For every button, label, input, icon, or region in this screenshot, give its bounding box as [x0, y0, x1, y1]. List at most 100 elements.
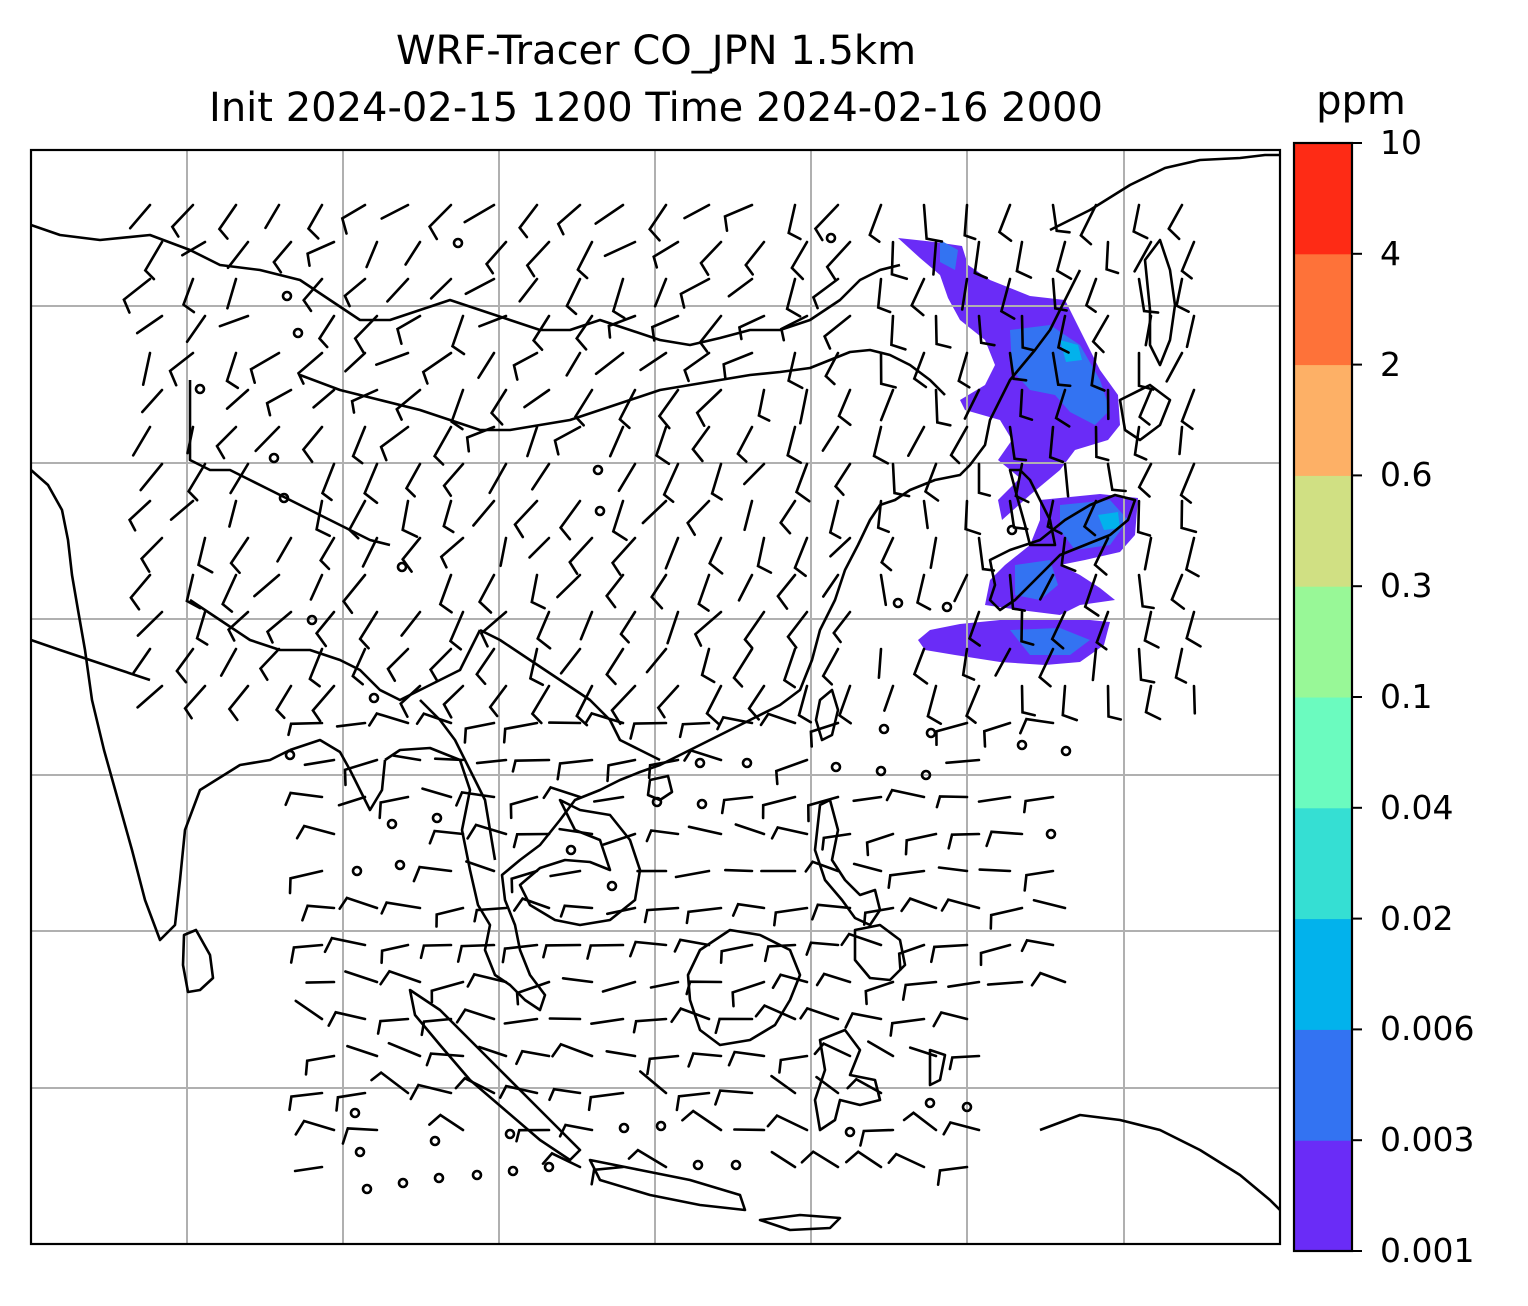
- calm-wind-circle: [431, 812, 443, 824]
- coast-new-guinea: [1039, 1113, 1280, 1211]
- calm-wind-circle: [504, 1128, 516, 1140]
- co-tracer-plume: [898, 238, 1138, 665]
- wind-barb: [960, 277, 969, 311]
- calm-wind-circle: [694, 757, 706, 769]
- wind-barb: [587, 1091, 625, 1112]
- wind-barb: [885, 788, 926, 802]
- calm-wind-circle: [349, 1107, 361, 1119]
- wind-barb: [475, 647, 496, 686]
- wind-barb: [265, 388, 293, 417]
- wind-barb: [351, 425, 367, 465]
- wind-barb: [679, 277, 711, 309]
- wind-barb: [1060, 536, 1077, 573]
- wind-barb: [617, 462, 637, 493]
- wind-barb: [1091, 314, 1110, 354]
- wind-barb: [1019, 717, 1055, 735]
- wind-barb: [518, 203, 539, 239]
- plume-hot-1: [1060, 340, 1082, 362]
- wind-barb: [337, 795, 367, 807]
- calm-wind-circle: [692, 1159, 704, 1171]
- wind-barb: [720, 795, 754, 815]
- wind-barb: [185, 314, 207, 343]
- wind-barb: [999, 277, 1016, 320]
- wind-barb: [1061, 684, 1079, 722]
- wind-barb: [695, 388, 723, 427]
- wind-barb: [868, 203, 883, 243]
- wind-barb: [771, 973, 809, 990]
- wind-barb: [727, 1050, 766, 1067]
- plume-hot-2: [1098, 512, 1120, 530]
- wind-barb: [556, 203, 582, 236]
- wind-barb: [889, 1017, 926, 1037]
- wind-barb: [170, 203, 195, 238]
- wind-barb: [341, 573, 367, 615]
- wind-barb: [787, 203, 802, 241]
- wind-barb: [603, 240, 637, 258]
- coast-hainan: [646, 774, 674, 802]
- calm-wind-circle: [925, 727, 937, 739]
- wind-barb: [226, 610, 250, 642]
- wind-barb: [428, 1113, 465, 1132]
- wind-barb: [559, 904, 594, 918]
- wind-barb: [335, 1091, 367, 1112]
- wind-barb: [790, 240, 809, 281]
- colorbar-tick-label: 0.006: [1380, 1009, 1475, 1049]
- wind-barb: [1032, 898, 1067, 910]
- wind-barb: [510, 869, 539, 894]
- wind-barb: [576, 240, 594, 280]
- wind-barb: [683, 203, 711, 220]
- wind-barb: [365, 240, 379, 269]
- colorbar-tick-label: 0.003: [1380, 1120, 1475, 1160]
- wind-barb: [932, 240, 938, 276]
- wind-barb: [139, 536, 164, 573]
- wind-barb: [963, 388, 981, 420]
- wind-barb: [327, 1010, 367, 1027]
- wind-barb: [821, 647, 840, 686]
- wind-barb: [699, 240, 723, 276]
- wind-barb: [714, 1017, 754, 1035]
- wind-barb: [305, 980, 336, 984]
- colorbar-segment: [1294, 697, 1352, 809]
- coast-arabian: [31, 638, 151, 682]
- wind-barb: [1185, 314, 1196, 349]
- border-china-se: [479, 628, 661, 762]
- wind-barb: [904, 832, 938, 856]
- wind-barb: [779, 499, 797, 535]
- coast-india-west: [31, 469, 291, 942]
- coast-china-mongolia-border: [299, 348, 946, 432]
- coast-sumatra: [408, 988, 582, 1162]
- wind-barb: [601, 980, 637, 993]
- wind-barb: [1084, 277, 1098, 313]
- wind-barb: [186, 462, 207, 502]
- wind-barb: [880, 536, 895, 572]
- wind-barb: [512, 351, 539, 381]
- calm-wind-circle: [844, 1126, 856, 1138]
- wind-barb: [395, 388, 422, 421]
- wind-barb: [249, 351, 281, 384]
- wind-barb: [353, 314, 379, 354]
- wind-barb: [823, 314, 852, 350]
- wind-barb: [548, 1087, 582, 1102]
- wind-barb: [351, 647, 367, 686]
- wind-barb: [400, 610, 422, 637]
- calm-wind-circle: [452, 237, 464, 249]
- calm-wind-circle: [651, 796, 663, 808]
- wind-barb: [813, 1041, 852, 1058]
- plume-core-5: [940, 240, 958, 270]
- wind-barb: [1055, 240, 1073, 280]
- wind-barb: [1082, 499, 1098, 537]
- wind-barb: [877, 647, 883, 679]
- wind-barb: [1054, 388, 1071, 428]
- wind-barb: [542, 785, 582, 800]
- wind-barb: [610, 684, 637, 726]
- wind-barb: [979, 943, 1012, 967]
- wind-barb: [643, 906, 680, 924]
- colorbar-segment: [1294, 475, 1352, 587]
- calm-wind-circle: [1060, 745, 1072, 757]
- wind-barb: [1008, 425, 1028, 462]
- wind-barb: [697, 573, 711, 612]
- colorbar-tick-label: 0.04: [1380, 787, 1454, 827]
- wind-barb: [1143, 536, 1153, 571]
- wind-barb: [558, 1123, 594, 1138]
- wind-barb: [392, 754, 422, 762]
